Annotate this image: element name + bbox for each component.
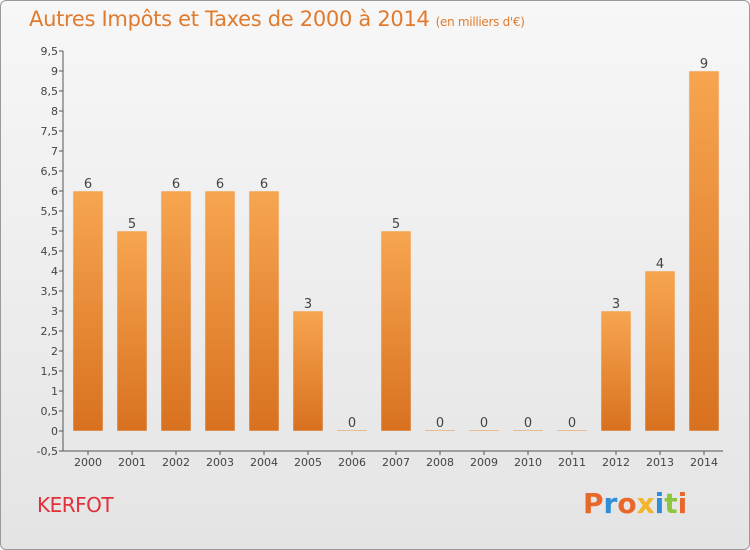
y-tick-label: 6 [51,185,58,198]
logo-letter: r [603,487,618,520]
bar [512,429,544,432]
proxiti-logo: Proxiti [583,487,687,520]
bar-value-label: 3 [304,297,312,312]
logo-letter: i [654,487,665,520]
x-tick-label: 2009 [470,456,498,469]
bar [688,70,720,432]
x-tick-label: 2008 [426,456,454,469]
y-tick-label: 0 [51,425,58,438]
y-tick-label: 3,5 [41,285,59,298]
x-tick-label: 2005 [294,456,322,469]
bar-value-label: 6 [84,177,92,192]
y-tick-label: 9 [51,65,58,78]
bars: 6 5 6 6 6 3 0 5 0 0 0 0 3 4 9 [72,57,720,432]
x-tick-label: 2004 [250,456,278,469]
bar [556,429,588,432]
bar [248,190,280,432]
x-tick-label: 2012 [602,456,630,469]
logo-letter: i [677,487,688,520]
y-tick-label: 9,5 [41,45,59,58]
y-tick-label: 0,5 [41,405,59,418]
bar-value-label: 0 [480,416,488,431]
bar [336,429,368,432]
bar [72,190,104,432]
bar-value-label: 0 [348,416,356,431]
y-tick-label: 2 [51,345,58,358]
y-tick-label: 4,5 [41,245,59,258]
bar [644,270,676,432]
x-tick-label: 2013 [646,456,674,469]
x-tick-label: 2011 [558,456,586,469]
x-tick-label: 2002 [162,456,190,469]
x-tick-label: 2001 [118,456,146,469]
bar [160,190,192,432]
logo-letter: P [583,487,604,520]
y-tick-label: 5 [51,225,58,238]
bar [424,429,456,432]
y-tick-label: 3 [51,305,58,318]
logo-letter: x [636,487,655,520]
y-tick-label: 4 [51,265,58,278]
bar-value-label: 9 [700,57,708,72]
x-tick-label: 2014 [690,456,718,469]
bar [292,310,324,432]
bar-value-label: 6 [216,177,224,192]
x-tick-label: 2007 [382,456,410,469]
y-tick-label: 7,5 [41,125,59,138]
bar [116,230,148,432]
chart-subtitle: (en milliers d'€) [435,15,525,29]
x-tick-label: 2010 [514,456,542,469]
y-tick-label: 6,5 [41,165,59,178]
bar [204,190,236,432]
y-tick-label: 1,5 [41,365,59,378]
bar-value-label: 0 [568,416,576,431]
bar [600,310,632,432]
y-tick-label: 1 [51,385,58,398]
bar-value-label: 3 [612,297,620,312]
bar-value-label: 0 [436,416,444,431]
x-tick-label: 2003 [206,456,234,469]
y-axis: -0,5 0 0,5 1 1,5 2 2,5 3 3,5 4 4,5 5 5,5 6 6,5 7 7,5 8 8,5… [37,45,64,458]
y-tick-label: 5,5 [41,205,59,218]
bar [380,230,412,432]
x-axis: 2000 2001 2002 2003 2004 2005 2006 2007 2008 2009… [63,450,723,469]
y-tick-label: 8,5 [41,85,59,98]
bar-value-label: 5 [392,217,400,232]
y-tick-label: -0,5 [37,445,58,458]
x-tick-label: 2000 [74,456,102,469]
commune-name: KERFOT [37,493,114,517]
bar-value-label: 6 [260,177,268,192]
bar-value-label: 5 [128,217,136,232]
chart-title-text: Autres Impôts et Taxes de 2000 à 2014 [29,7,430,31]
y-tick-label: 8 [51,105,58,118]
bar-value-label: 0 [524,416,532,431]
bar [468,429,500,432]
y-tick-label: 2,5 [41,325,59,338]
x-tick-label: 2006 [338,456,366,469]
bar-value-label: 6 [172,177,180,192]
chart-title: Autres Impôts et Taxes de 2000 à 2014 (en… [29,7,525,31]
logo-letter: o [617,487,637,520]
bar-value-label: 4 [656,257,664,272]
logo-letter: t [664,487,678,520]
y-tick-label: 7 [51,145,58,158]
